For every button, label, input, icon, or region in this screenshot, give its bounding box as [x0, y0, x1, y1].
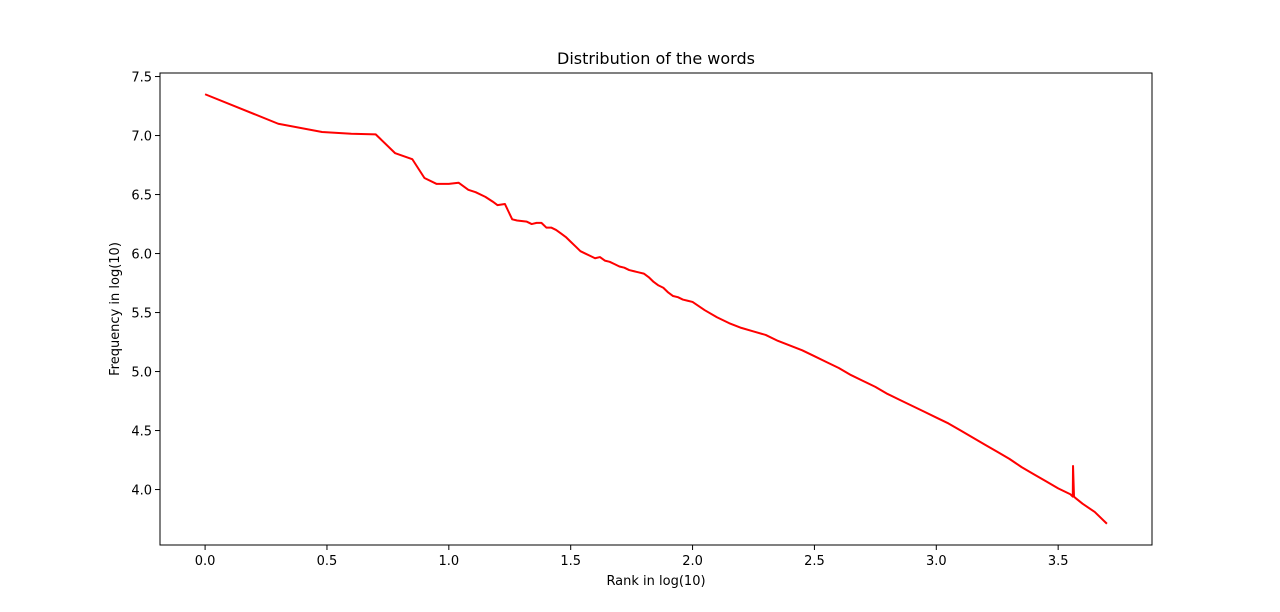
x-axis: 0.0 0.5 1.0 1.5 2.0 2.5 3.0 3.5 [195, 545, 1069, 569]
y-tick-label: 6.0 [131, 248, 152, 263]
series-line-0 [204, 93, 1108, 525]
y-tick-label: 5.0 [131, 366, 152, 381]
x-tick-label: 1.0 [438, 554, 459, 569]
x-tick-label: 0.0 [195, 554, 216, 569]
y-tick-label: 7.5 [131, 71, 152, 86]
y-axis-label: Frequency in log(10) [108, 242, 123, 376]
series-layer [204, 93, 1108, 525]
y-tick-label: 5.5 [131, 307, 152, 322]
x-tick-label: 1.5 [560, 554, 581, 569]
x-tick-label: 2.5 [804, 554, 825, 569]
y-tick-label: 4.5 [131, 425, 152, 440]
y-tick-label: 4.0 [131, 484, 152, 499]
plot-frame [159, 72, 1153, 546]
y-tick-label: 7.0 [131, 130, 152, 145]
x-tick-label: 2.0 [682, 554, 703, 569]
x-tick-label: 3.5 [1048, 554, 1069, 569]
chart-title: Distribution of the words [557, 49, 755, 68]
x-axis-label: Rank in log(10) [606, 574, 705, 589]
y-tick-label: 6.5 [131, 189, 152, 204]
x-tick-label: 3.0 [926, 554, 947, 569]
plot-area [160, 73, 1152, 545]
x-tick-label: 0.5 [317, 554, 338, 569]
y-axis: 4.0 4.5 5.0 5.5 6.0 6.5 7.0 7.5 [131, 71, 160, 499]
